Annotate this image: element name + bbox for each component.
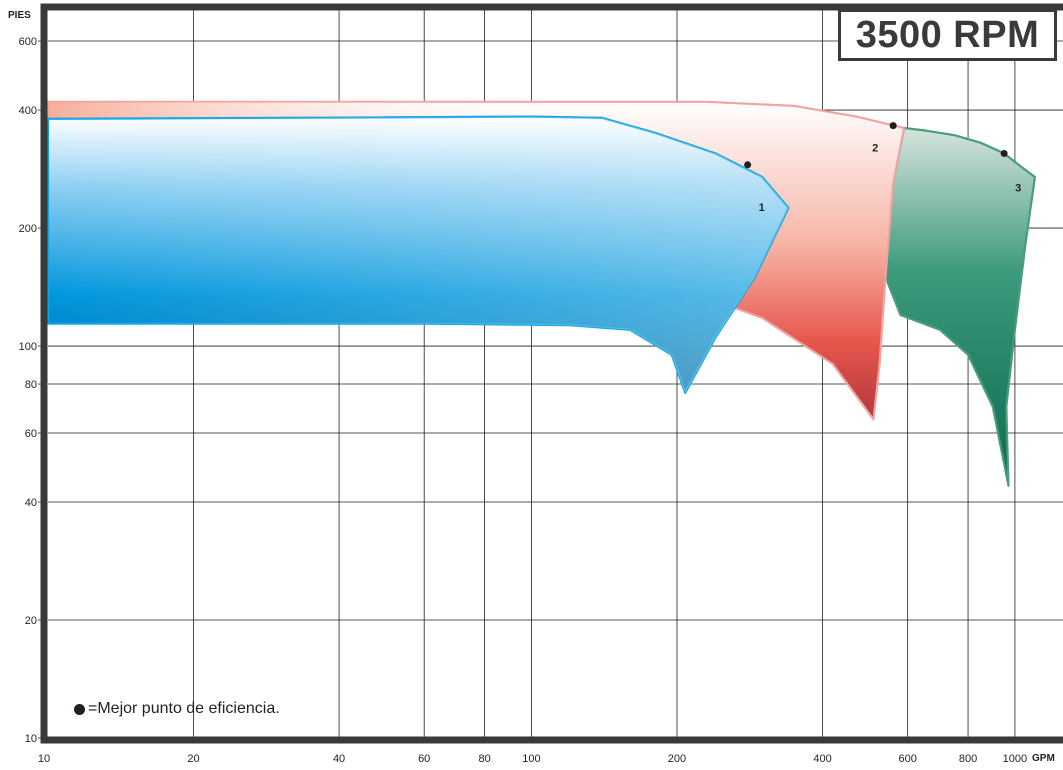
region-label-3: 3 xyxy=(1015,182,1021,194)
region-2-sheen xyxy=(48,101,905,420)
plot-frame xyxy=(40,3,1063,744)
legend: =Mejor punto de eficiencia. xyxy=(74,700,280,718)
y-tick-label-10: 10 xyxy=(25,733,37,745)
x-tick-label-600: 600 xyxy=(898,753,916,765)
best-point-3 xyxy=(1000,149,1008,157)
regions xyxy=(46,100,1036,487)
region-1-sheen xyxy=(48,116,789,393)
x-tick-label-800: 800 xyxy=(959,753,977,765)
y-tick-label-80: 80 xyxy=(25,379,37,391)
x-tick-label-100: 100 xyxy=(522,753,540,765)
y-tick-label-100: 100 xyxy=(19,341,37,353)
region-label-1: 1 xyxy=(759,202,765,214)
region-label-2: 2 xyxy=(872,143,878,155)
y-axis-title: PIES xyxy=(8,10,31,21)
legend-dot-icon xyxy=(74,703,85,715)
x-tick-label-400: 400 xyxy=(813,753,831,765)
y-tick-label-400: 400 xyxy=(19,105,37,117)
y-tick-label-200: 200 xyxy=(19,223,37,235)
region-labels: 1 2 3 xyxy=(759,143,1022,214)
legend-text: =Mejor punto de eficiencia. xyxy=(88,700,280,717)
y-tick-label-40: 40 xyxy=(25,497,37,509)
x-axis-title: GPM xyxy=(1032,753,1055,764)
x-tick-label-200: 200 xyxy=(668,753,686,765)
x-tick-label-10: 10 xyxy=(38,753,50,765)
y-tick-label-60: 60 xyxy=(25,428,37,440)
axis-ticks: 10 20 40 60 80 100 200 400 600 800 1000 10 20 40 60 80 1… xyxy=(19,36,1028,765)
rpm-badge: 3500 RPM xyxy=(838,9,1057,61)
x-tick-label-20: 20 xyxy=(187,753,199,765)
best-point-1 xyxy=(744,161,752,169)
x-tick-label-40: 40 xyxy=(333,753,345,765)
x-tick-label-60: 60 xyxy=(418,753,430,765)
y-tick-label-20: 20 xyxy=(25,615,37,627)
best-efficiency-points xyxy=(744,122,1008,169)
x-tick-label-80: 80 xyxy=(478,753,490,765)
region-3 xyxy=(884,126,1036,487)
y-tick-label-600: 600 xyxy=(19,36,37,48)
x-tick-label-1000: 1000 xyxy=(1003,753,1027,765)
best-point-2 xyxy=(889,122,897,130)
